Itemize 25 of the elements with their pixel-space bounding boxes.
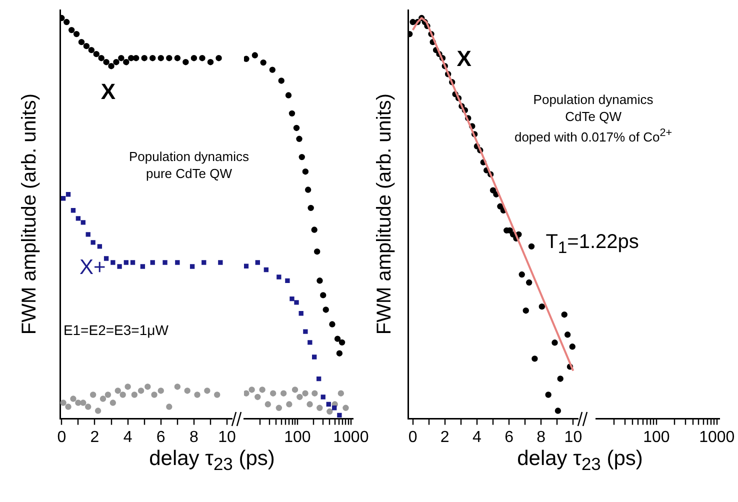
series-label: X [100, 78, 116, 105]
x-tick-label: 2 [440, 428, 450, 446]
x-axis-title: delay τ$_{23}$ (ps) [149, 447, 275, 476]
x-tick-label: 4 [472, 428, 482, 446]
x-tick-label: 4 [123, 428, 132, 446]
x-tick-label: 8 [536, 428, 546, 446]
x-tick-label: 1000 [333, 428, 369, 446]
annotation: T$_{1}$=1.22ps [546, 230, 639, 258]
x-axis-title: delay τ$_{23}$ (ps) [517, 447, 643, 476]
y-axis-title: FWM amplitude (arb. units) [374, 94, 396, 335]
y-axis-title: FWM amplitude (arb. units) [18, 94, 42, 335]
x-tick-label: 0 [57, 428, 66, 446]
x-tick-label: 2 [90, 428, 100, 446]
annotation: Population dynamics CdTe QW doped with 0.017% of Co$^{2+}$ [514, 92, 672, 146]
x-tick-label: 8 [190, 428, 199, 446]
annotation: Population dynamics pure CdTe QW [129, 148, 249, 183]
x-tick-label: 0 [408, 428, 418, 446]
x-tick-label: 10 [218, 428, 236, 446]
x-tick-label: 100 [284, 428, 311, 446]
series-label: X [456, 46, 472, 72]
x-tick-label: 6 [504, 428, 514, 446]
annotation: E1=E2=E3=1μW [63, 320, 168, 339]
x-tick-label: 6 [156, 428, 166, 446]
x-tick-label: 10 [564, 428, 582, 446]
series-label: X+ [80, 256, 106, 280]
